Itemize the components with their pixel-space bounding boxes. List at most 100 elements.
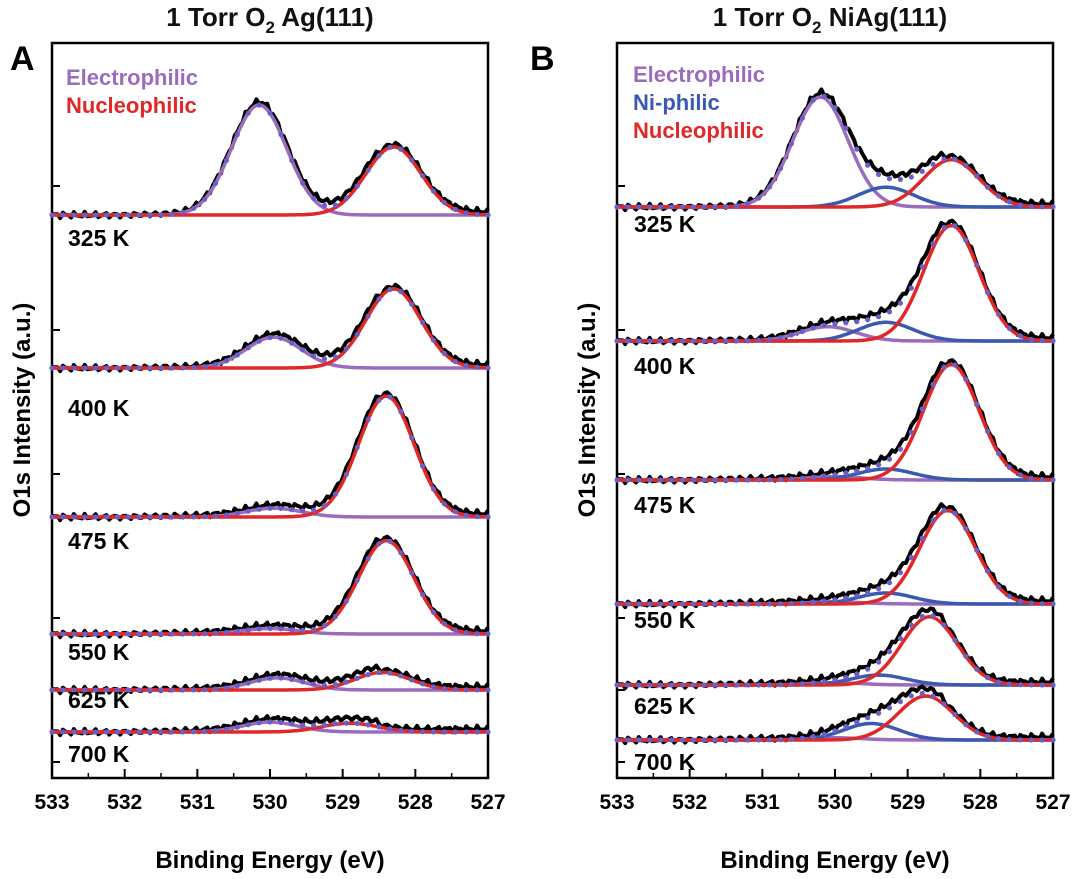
envelope-point (158, 365, 164, 371)
envelope-point (1006, 681, 1013, 687)
x-tick-label: 533 (599, 791, 634, 814)
fit-nucleophilic (617, 694, 1053, 742)
envelope-point (821, 678, 827, 685)
envelope-point (82, 365, 88, 371)
envelope-point (854, 671, 860, 677)
envelope-point (311, 195, 317, 201)
envelope-point (919, 168, 925, 174)
fit-nucleophilic (52, 721, 488, 734)
envelope-point (1028, 600, 1034, 606)
envelope-point (234, 352, 240, 358)
envelope-point (82, 212, 88, 218)
envelope-point (300, 722, 306, 728)
envelope-point (1039, 682, 1045, 688)
envelope-point (289, 676, 295, 683)
envelope-point (963, 525, 969, 532)
envelope-point (463, 687, 469, 693)
envelope-point (799, 115, 805, 121)
envelope-point (810, 474, 816, 480)
envelope-point (376, 724, 382, 730)
envelope-point (103, 687, 110, 693)
envelope-point (474, 211, 480, 217)
x-axis-label: Binding Energy (eV) (155, 847, 384, 874)
envelope-point (136, 631, 142, 637)
envelope-point (147, 631, 153, 637)
envelope-point (843, 674, 849, 681)
envelope-point (1028, 475, 1034, 481)
envelope-point (636, 737, 642, 743)
envelope-point (420, 319, 426, 326)
envelope-point (865, 465, 871, 471)
envelope-point (332, 491, 338, 497)
envelope-point (897, 570, 904, 576)
envelope-point (1017, 598, 1023, 604)
envelope-point (767, 682, 773, 688)
spectrum: 325 K (614, 87, 1056, 237)
envelope-point (321, 356, 328, 362)
x-tick-label: 529 (325, 791, 360, 814)
envelope-point (420, 681, 426, 687)
envelope-point (191, 729, 197, 735)
envelope-point (1050, 477, 1056, 483)
legend-entry: Electrophilic (66, 65, 198, 90)
envelope-point (354, 183, 360, 189)
envelope-point (245, 345, 251, 351)
envelope-point (1050, 682, 1056, 688)
envelope-point (701, 477, 707, 483)
envelope-point (777, 476, 784, 483)
y-axis-label: O1s Intensity (a.u.) (9, 303, 36, 518)
envelope-point (636, 601, 642, 607)
envelope-point (82, 729, 88, 735)
envelope-point (941, 364, 947, 370)
envelope-point (854, 319, 860, 325)
envelope-point (125, 631, 131, 637)
envelope-point (125, 514, 131, 520)
envelope-point (832, 677, 838, 683)
spectrum: 700 K (614, 684, 1056, 775)
envelope-point (452, 206, 458, 212)
envelope-point (180, 514, 186, 520)
envelope-point (963, 653, 969, 659)
envelope-point (952, 223, 958, 229)
envelope-point (278, 675, 284, 681)
envelope-point (441, 686, 447, 692)
envelope-point (191, 364, 197, 371)
envelope-point (147, 365, 153, 371)
envelope-point (376, 541, 382, 547)
envelope-point (897, 176, 904, 182)
envelope-point (995, 311, 1002, 317)
envelope-point (668, 477, 675, 483)
envelope-point (136, 514, 142, 520)
fit-electrophilic (52, 103, 488, 217)
envelope-point (60, 365, 66, 371)
envelope-point (832, 105, 838, 111)
envelope-point (930, 161, 936, 167)
envelope-point (420, 729, 426, 735)
x-tick-label: 527 (470, 791, 505, 814)
envelope-point (321, 722, 328, 728)
envelope-point (897, 300, 904, 306)
envelope-point (974, 401, 980, 407)
envelope-point (756, 682, 762, 688)
envelope-point (734, 682, 740, 688)
x-tick-label: 532 (107, 791, 142, 814)
envelope-point (865, 590, 871, 596)
envelope-point (136, 365, 142, 371)
envelope-point (668, 737, 675, 743)
envelope-point (658, 338, 664, 344)
envelope-point (985, 568, 991, 574)
temperature-label: 625 K (634, 693, 696, 719)
envelope-point (941, 156, 947, 162)
envelope-point (420, 592, 426, 598)
envelope-point (136, 687, 142, 693)
envelope-point (876, 586, 882, 592)
envelope-point (985, 733, 991, 740)
envelope-point (919, 535, 925, 541)
envelope-point (430, 188, 437, 194)
envelope-point (365, 416, 371, 423)
envelope-point (114, 212, 120, 218)
envelope-point (843, 595, 849, 601)
envelope-point (409, 728, 415, 734)
y-axis-label: O1s Intensity (a.u.) (574, 303, 601, 518)
envelope-point (485, 631, 491, 637)
